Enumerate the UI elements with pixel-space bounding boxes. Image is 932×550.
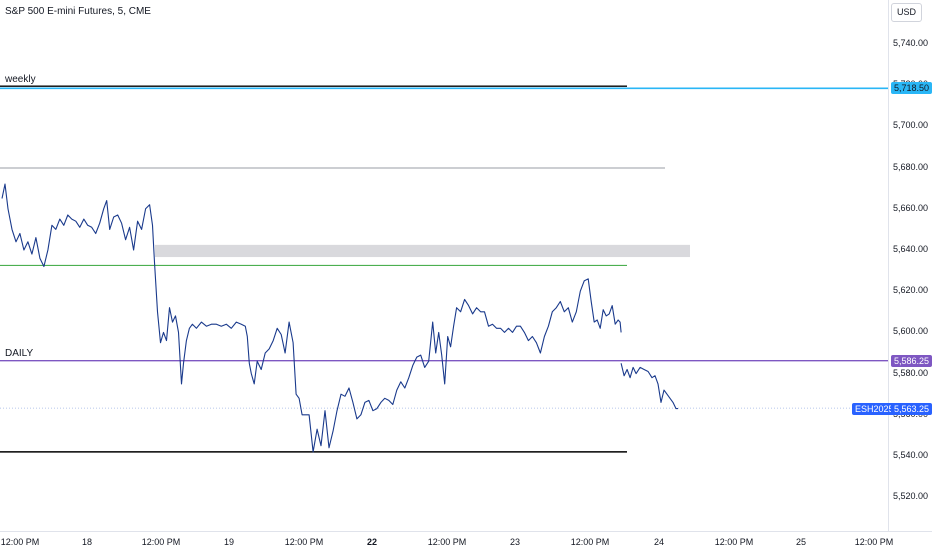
supply-zone-rect[interactable] xyxy=(155,244,690,258)
time-tick-label: 12:00 PM xyxy=(570,537,610,547)
price-series-line-1 xyxy=(1,183,622,453)
time-tick-label: 25 xyxy=(795,537,807,547)
time-tick-label: 22 xyxy=(366,537,378,547)
price-tick-label: 5,660.00 xyxy=(893,202,929,213)
time-tick-label: 12:00 PM xyxy=(427,537,467,547)
time-tick-label: 23 xyxy=(509,537,521,547)
time-tick-label: 19 xyxy=(223,537,235,547)
chart-title: S&P 500 E-mini Futures, 5, CME xyxy=(5,6,151,17)
time-axis-divider xyxy=(0,531,932,532)
symbol-tag: ESH2025 xyxy=(852,403,897,415)
daily-level-label: DAILY xyxy=(5,348,34,359)
time-tick-label: 12:00 PM xyxy=(714,537,754,547)
time-tick-label: 12:00 PM xyxy=(141,537,181,547)
price-tick-label: 5,540.00 xyxy=(893,450,929,460)
price-tick-label: 5,600.00 xyxy=(893,326,929,337)
price-tick-label: 5,580.00 xyxy=(893,367,929,378)
price-tick-label: 5,700.00 xyxy=(893,120,929,131)
price-tick-label: 5,620.00 xyxy=(893,285,929,296)
currency-button[interactable]: USD xyxy=(891,3,922,22)
price-series-line-2 xyxy=(620,363,678,410)
weekly-level-label: weekly xyxy=(5,74,36,85)
daily-level-price-tag: 5,586.25 xyxy=(891,355,932,367)
cyan-level-price-tag: 5,718.50 xyxy=(891,82,932,94)
price-tick-label: 5,520.00 xyxy=(893,491,929,502)
time-tick-label: 12:00 PM xyxy=(0,537,40,547)
price-axis-divider xyxy=(888,0,889,531)
price-tick-label: 5,680.00 xyxy=(893,161,929,172)
time-tick-label: 24 xyxy=(653,537,665,547)
price-tick-label: 5,740.00 xyxy=(893,38,929,48)
time-tick-label: 12:00 PM xyxy=(284,537,324,547)
time-tick-label: 18 xyxy=(81,537,93,547)
last-price-tag: 5,563.25 xyxy=(891,403,932,415)
price-tick-label: 5,640.00 xyxy=(893,244,929,254)
time-tick-label: 12:00 PM xyxy=(854,537,894,547)
